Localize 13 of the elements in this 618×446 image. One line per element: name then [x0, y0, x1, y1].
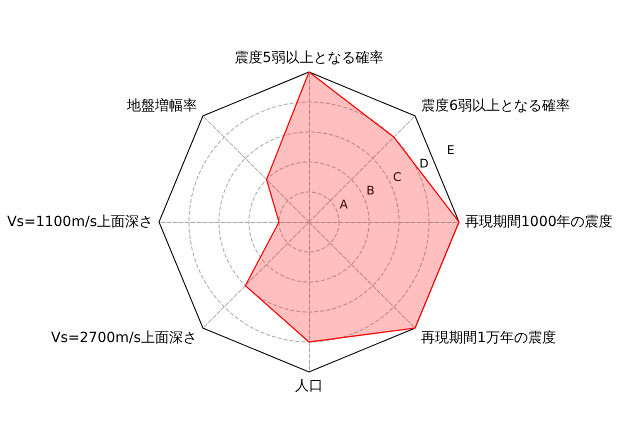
spoke-label: 地盤増幅率 — [126, 96, 197, 114]
y-tick-label: E — [446, 142, 454, 157]
y-tick-label: A — [340, 197, 349, 212]
spoke-label: Vs=2700m/s上面深さ — [51, 330, 197, 346]
y-tick-label: C — [393, 170, 402, 184]
y-tick-label: D — [419, 156, 429, 170]
spoke-label: Vs=1100m/s上面深さ — [7, 214, 153, 230]
spoke-label: 再現期間1万年の震度 — [421, 330, 556, 346]
y-tick-label: B — [366, 184, 375, 198]
spoke-label: 震度6弱以上となる確率 — [421, 98, 570, 114]
spoke-label: 再現期間1000年の震度 — [465, 214, 613, 230]
spoke-label: 人口 — [295, 378, 323, 394]
spoke-label: 震度5弱以上となる確率 — [234, 50, 384, 66]
